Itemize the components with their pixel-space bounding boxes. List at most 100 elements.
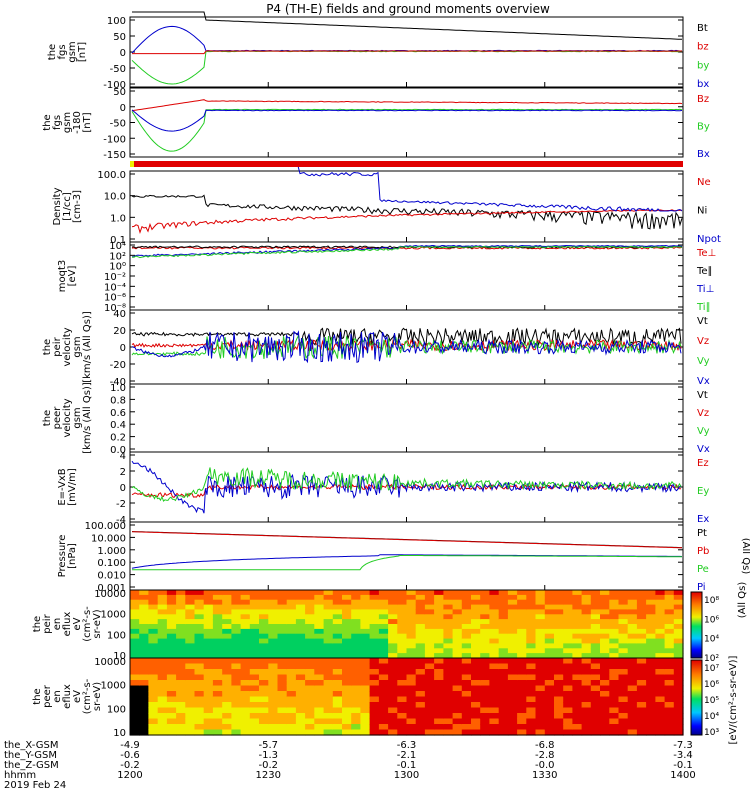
heatmap-cell	[646, 609, 656, 615]
heatmap-cell	[535, 609, 546, 615]
heatmap-cell	[360, 624, 371, 630]
heatmap-cell	[655, 696, 666, 703]
y-axis-label-line: the	[42, 410, 53, 426]
x-tick-label: 1300	[394, 770, 419, 781]
heatmap-cell	[424, 594, 435, 601]
heatmap-cell	[590, 594, 601, 601]
heatmap-cell	[231, 713, 242, 720]
heatmap-cell	[526, 713, 537, 720]
heatmap-cell	[646, 624, 656, 630]
heatmap-cell	[185, 658, 196, 665]
heatmap-cell	[434, 707, 444, 714]
heatmap-cell	[526, 594, 537, 601]
heatmap-cell	[194, 624, 205, 630]
heatmap-cell	[166, 669, 177, 676]
heatmap-cell	[424, 609, 435, 615]
heatmap-cell	[664, 643, 675, 649]
heatmap-cell	[332, 614, 343, 620]
heatmap-cell	[664, 691, 675, 698]
heatmap-cell	[489, 628, 500, 635]
heatmap-cell	[332, 619, 343, 625]
heatmap-cell	[443, 604, 454, 611]
heatmap-cell	[507, 599, 518, 606]
heatmap-cell	[212, 648, 223, 654]
heatmap-cell	[600, 691, 610, 698]
heatmap-cell	[498, 653, 509, 659]
heatmap-cell	[166, 609, 177, 615]
heatmap-cell	[231, 691, 242, 698]
legend-Vz: Vz	[697, 336, 709, 347]
heatmap-cell	[563, 674, 573, 681]
heatmap-cell	[185, 624, 196, 630]
heatmap-cell	[351, 702, 361, 709]
heatmap-cell	[572, 653, 583, 659]
heatmap-cell	[360, 633, 371, 640]
heatmap-cell	[268, 643, 279, 649]
heatmap-cell	[185, 729, 196, 736]
heatmap-cell	[590, 674, 601, 681]
heatmap-cell	[342, 713, 352, 720]
heatmap-cell	[572, 718, 583, 725]
heatmap-cell	[406, 696, 417, 703]
heatmap-cell	[452, 669, 463, 676]
heatmap-cell	[212, 609, 223, 615]
heatmap-cell	[268, 713, 279, 720]
heatmap-cell	[369, 663, 380, 670]
heatmap-cell	[415, 643, 426, 649]
heatmap-cell	[646, 724, 656, 731]
heatmap-cell	[139, 718, 149, 725]
heatmap-cell	[544, 713, 555, 720]
heatmap-cell	[480, 628, 490, 635]
heatmap-cell	[618, 663, 629, 670]
heatmap-cell	[194, 619, 205, 625]
colorbar-tick: 10⁶	[704, 615, 719, 625]
heatmap-cell	[305, 604, 315, 611]
heatmap-cell	[443, 599, 454, 606]
legend-Ni: Ni	[697, 206, 707, 217]
heatmap-cell	[581, 643, 592, 649]
heatmap-cell	[535, 691, 546, 698]
heatmap-cell	[130, 638, 140, 645]
heatmap-cell	[443, 724, 454, 731]
heatmap-cell	[461, 590, 472, 596]
heatmap-cell	[314, 729, 325, 736]
heatmap-cell	[498, 696, 509, 703]
heatmap-cell	[507, 691, 518, 698]
heatmap-cell	[590, 691, 601, 698]
heatmap-cell	[526, 633, 537, 640]
heatmap-cell	[471, 663, 481, 670]
heatmap-cell	[655, 707, 666, 714]
heatmap-cell	[249, 653, 260, 659]
heatmap-cell	[148, 594, 159, 601]
heatmap-cell	[166, 633, 177, 640]
heatmap-cell	[369, 702, 380, 709]
heatmap-cell	[627, 663, 638, 670]
heatmap-cell	[424, 707, 435, 714]
heatmap-cell	[360, 713, 371, 720]
y-axis-label-line: [1/cc]	[62, 192, 73, 221]
heatmap-cell	[452, 614, 463, 620]
heatmap-cell	[535, 633, 546, 640]
y-axis-label-line: fgs	[57, 44, 68, 59]
heatmap-cell	[231, 628, 242, 635]
heatmap-cell	[139, 614, 149, 620]
heatmap-cell	[471, 648, 481, 654]
series-Bz	[131, 99, 683, 112]
heatmap-cell	[286, 633, 297, 640]
heatmap-cell	[673, 696, 684, 703]
heatmap-cell	[452, 718, 463, 725]
heatmap-cell	[563, 729, 573, 736]
heatmap-cell	[332, 669, 343, 676]
y-axis-label: E=-VxB[mV/m]	[57, 468, 78, 506]
heatmap-cell	[185, 628, 196, 635]
heatmap-cell	[507, 674, 518, 681]
heatmap-cell	[157, 614, 168, 620]
heatmap-cell	[176, 614, 186, 620]
heatmap-cell	[259, 648, 269, 654]
heatmap-cell	[378, 691, 389, 698]
heatmap-cell	[517, 653, 527, 659]
heatmap-cell	[203, 663, 214, 670]
heatmap-cell	[268, 680, 279, 687]
heatmap-cell	[636, 724, 647, 731]
heatmap-cell	[194, 594, 205, 601]
